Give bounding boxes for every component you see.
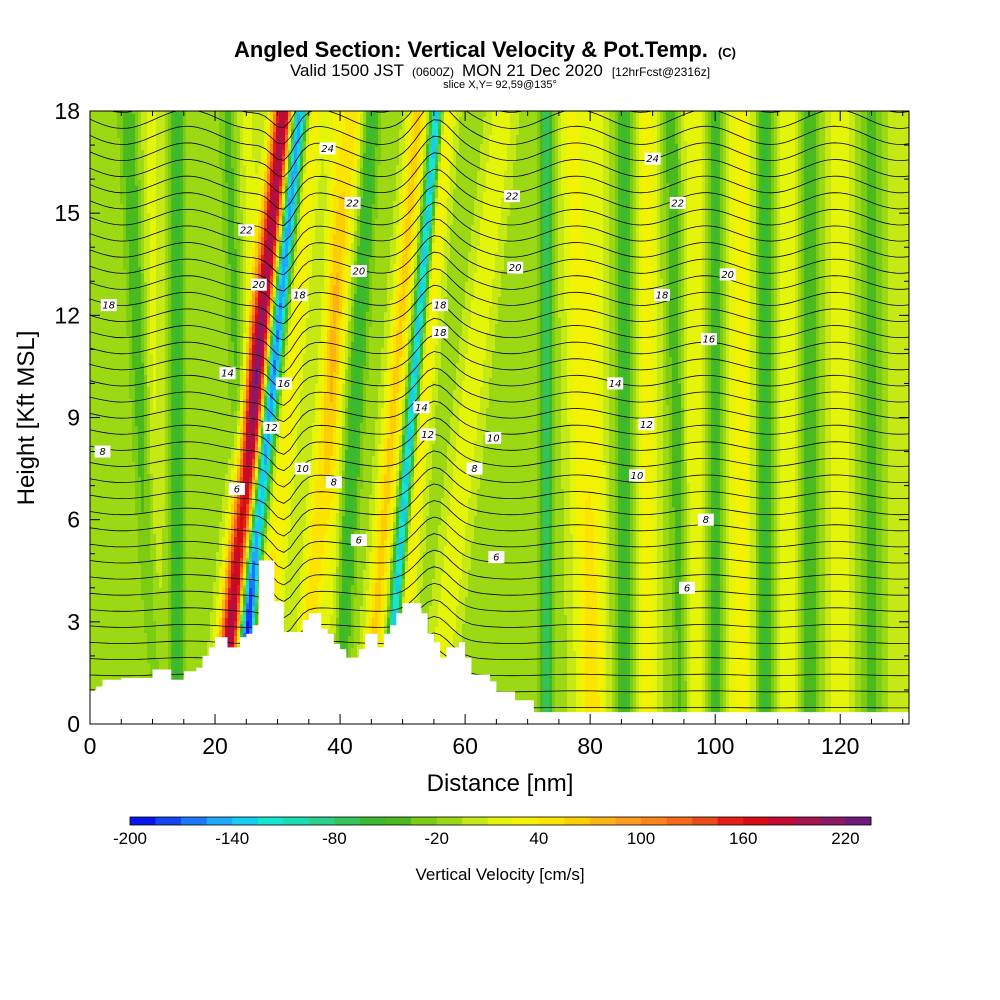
- valid-line: Valid 1500 JST (0600Z) MON 21 Dec 2020 […: [290, 61, 710, 80]
- forecast-info: [12hrFcst@2316z]: [612, 65, 710, 79]
- valid-time: Valid 1500 JST: [290, 61, 404, 80]
- title-line: Angled Section: Vertical Velocity & Pot.…: [234, 37, 736, 62]
- valid-date: MON 21 Dec 2020: [462, 61, 603, 80]
- chart-title: Angled Section: Vertical Velocity & Pot.…: [234, 37, 708, 62]
- slice-info: slice X,Y= 92,59@135°: [443, 79, 557, 91]
- valid-utc: (0600Z): [412, 65, 454, 79]
- title-unit: (C): [718, 45, 736, 60]
- vertical-velocity-fill: [90, 111, 910, 727]
